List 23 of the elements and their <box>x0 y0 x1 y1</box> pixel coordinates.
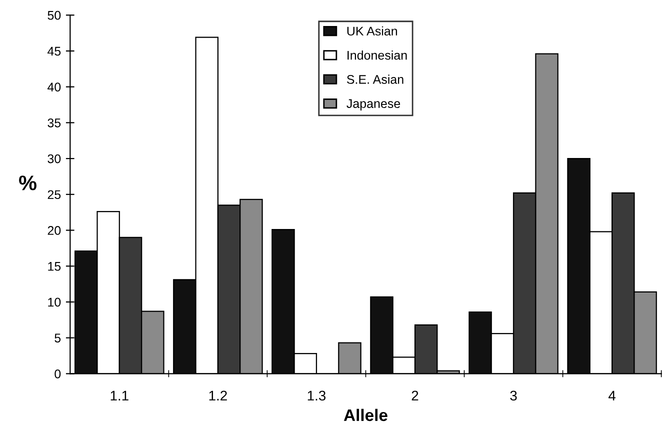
x-tick-label: 2 <box>412 390 418 400</box>
y-tick-label: 30 <box>48 154 61 164</box>
y-tick-label: 0 <box>54 369 61 378</box>
x-tick-label: 4 <box>608 390 616 400</box>
x-tick-label: 3 <box>510 390 517 401</box>
y-tick-label: 35 <box>48 118 61 128</box>
y-axis-title: % <box>19 176 36 190</box>
y-tick-label: 40 <box>47 82 61 92</box>
legend-label: S.E. Asian <box>346 74 404 84</box>
y-tick-label: 10 <box>48 298 61 307</box>
legend-label: Indonesian <box>348 50 407 60</box>
legend-label: Japanese <box>346 99 400 110</box>
y-tick-label: 20 <box>48 226 61 235</box>
y-tick-label: 50 <box>48 10 61 20</box>
x-tick-label: 1.2 <box>209 390 227 400</box>
x-axis-title: Allele <box>344 408 388 422</box>
y-tick-label: 5 <box>54 334 61 342</box>
y-tick-label: 15 <box>48 262 61 271</box>
x-tick-label: 1.1 <box>110 390 128 400</box>
y-tick-label: 45 <box>47 46 61 56</box>
x-tick-label: 1.3 <box>308 390 326 401</box>
y-tick-label: 25 <box>48 190 61 200</box>
legend-label: UK Asian <box>347 26 398 36</box>
